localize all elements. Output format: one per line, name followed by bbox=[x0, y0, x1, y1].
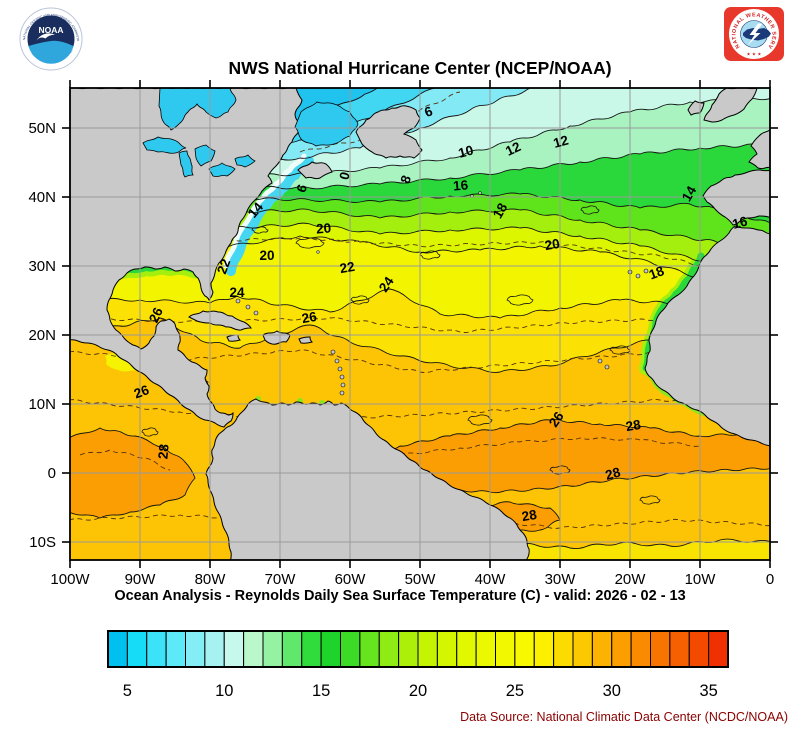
contour-label: 24 bbox=[229, 285, 245, 300]
noaa-logo-text: NOAA bbox=[38, 25, 63, 35]
nws-stars: ★ ★ ★ bbox=[747, 52, 763, 57]
contour-label: 20 bbox=[315, 220, 331, 236]
lon-tick-label: 100W bbox=[50, 571, 90, 588]
lon-tick-label: 20W bbox=[615, 571, 647, 588]
colorbar-tick-label: 5 bbox=[123, 682, 132, 700]
colorbar-tick-label: 10 bbox=[215, 682, 233, 700]
data-source-text: Data Source: National Climatic Data Cent… bbox=[460, 710, 788, 724]
nws-lightning-icon bbox=[747, 23, 763, 46]
noaa-wave bbox=[28, 40, 74, 64]
contour-label: 28 bbox=[604, 464, 623, 483]
lat-tick-label: 50N bbox=[28, 120, 56, 137]
lon-tick-label: 10W bbox=[685, 571, 717, 588]
noaa-logo: NATIONAL OCEANIC AND ATMOSPHERIC ADMINIS… bbox=[9, 1, 83, 71]
contour-label: 28 bbox=[521, 507, 539, 524]
lon-tick-label: 80W bbox=[195, 571, 227, 588]
contour-label: 26 bbox=[301, 309, 319, 326]
contour-label: 12 bbox=[552, 132, 570, 150]
contour-label: 14 bbox=[679, 183, 700, 204]
lon-tick-label: 50W bbox=[405, 571, 437, 588]
contour-label: 18 bbox=[647, 263, 667, 282]
contour-label: 18 bbox=[490, 200, 511, 221]
map-frame bbox=[62, 80, 778, 568]
nws-ring-text: NATIONAL WEATHER SERVICE bbox=[0, 0, 776, 50]
lat-tick-label: 40N bbox=[28, 189, 56, 206]
contour-label: 26 bbox=[146, 305, 166, 325]
axis-labels: 50N 40N 30N 20N 10N 0 10S 100W 90W 80W 70W 60W 50W 40… bbox=[28, 120, 774, 588]
contour-label: 28 bbox=[155, 443, 171, 460]
contour-label: 0 bbox=[336, 170, 352, 181]
lat-tick-label: 20N bbox=[28, 327, 56, 344]
lon-tick-label: 40W bbox=[475, 571, 507, 588]
lon-tick-label: 60W bbox=[335, 571, 367, 588]
noaa-gull-icon bbox=[36, 33, 55, 41]
svg-text:NATIONAL WEATHER SERVICE: NATIONAL WEATHER SERVICE bbox=[0, 0, 777, 50]
nws-logo: NATIONAL WEATHER SERVICE ★ ★ ★ bbox=[0, 0, 784, 61]
contour-label: 16 bbox=[452, 177, 469, 193]
contour-label: 20 bbox=[544, 236, 561, 253]
colorbar-tick-label: 30 bbox=[603, 682, 621, 700]
lon-tick-label: 30W bbox=[545, 571, 577, 588]
land-layer bbox=[70, 88, 770, 560]
contour-label: 10 bbox=[457, 142, 475, 160]
contour-label: 22 bbox=[339, 259, 356, 276]
lon-tick-label: 0 bbox=[766, 571, 774, 588]
colorbar-tick-label: 20 bbox=[409, 682, 427, 700]
lon-tick-label: 70W bbox=[265, 571, 297, 588]
contour-label: 16 bbox=[731, 213, 750, 232]
colorbar-tick-label: 15 bbox=[312, 682, 330, 700]
map-caption: Ocean Analysis - Reynolds Daily Sea Surf… bbox=[114, 588, 686, 604]
contour-label: 26 bbox=[132, 382, 152, 401]
lat-tick-label: 0 bbox=[48, 465, 56, 482]
colorbar-tick-label: 35 bbox=[699, 682, 717, 700]
lat-tick-label: 30N bbox=[28, 258, 56, 275]
contour-label: 12 bbox=[503, 139, 523, 159]
page-title: NWS National Hurricane Center (NCEP/NOAA… bbox=[228, 58, 612, 78]
lon-tick-label: 90W bbox=[125, 571, 157, 588]
colorbar-tick-label: 25 bbox=[506, 682, 524, 700]
lat-tick-label: 10S bbox=[29, 534, 56, 551]
contour-label: 20 bbox=[259, 248, 274, 263]
temperature-colorbar: 5 10 15 20 25 30 35 bbox=[107, 630, 729, 700]
lat-tick-label: 10N bbox=[28, 396, 56, 413]
contour-label: 22 bbox=[214, 257, 233, 276]
graticule-layer bbox=[70, 88, 770, 560]
contour-label: 28 bbox=[625, 417, 643, 434]
